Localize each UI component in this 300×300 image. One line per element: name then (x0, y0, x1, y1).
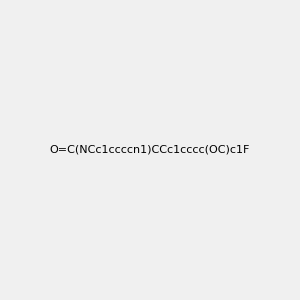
Text: O=C(NCc1ccccn1)CCc1cccc(OC)c1F: O=C(NCc1ccccn1)CCc1cccc(OC)c1F (50, 145, 250, 155)
